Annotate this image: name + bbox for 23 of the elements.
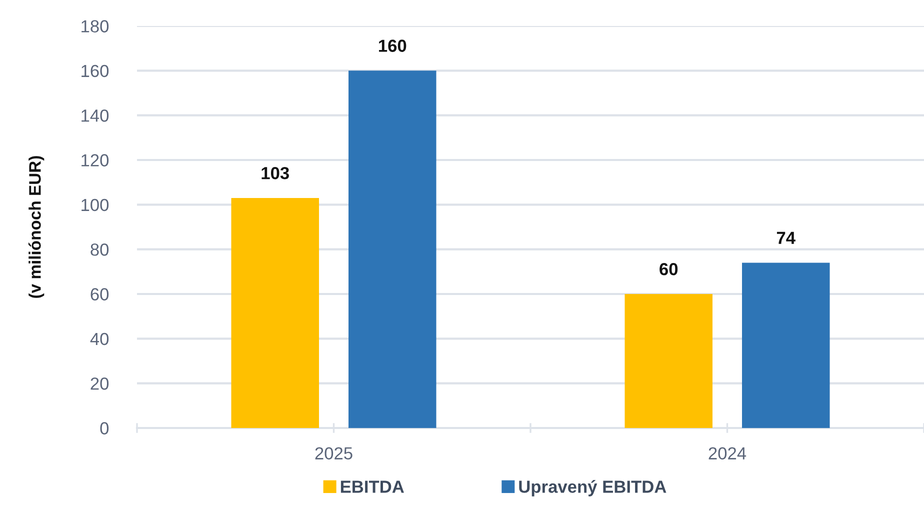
y-tick-label: 20 (90, 378, 109, 390)
bar (624, 294, 712, 428)
data-label: 103 (262, 166, 289, 180)
x-tick-label: 2024 (708, 447, 746, 460)
y-tick-label: 40 (90, 332, 109, 346)
data-label: 160 (378, 40, 406, 52)
y-tick-label: 180 (82, 20, 109, 32)
y-tick-label: 160 (82, 64, 109, 78)
y-tick-label: 60 (90, 288, 109, 300)
y-tick-label: 140 (82, 110, 109, 122)
y-tick-label: 100 (82, 198, 109, 212)
bar (742, 262, 830, 428)
bar (231, 198, 319, 428)
x-tick-label: 2025 (315, 447, 352, 460)
y-axis-title: (v miliónoch EUR) (28, 156, 44, 298)
data-label: 74 (776, 232, 796, 244)
legend-label: EBITDA (340, 480, 404, 493)
y-tick-label: 0 (100, 422, 109, 434)
legend-label: Upravený EBITDA (519, 480, 666, 496)
y-tick-label: 120 (82, 154, 109, 166)
bar (348, 70, 436, 428)
y-tick-label: 80 (90, 244, 109, 256)
data-label: 60 (660, 262, 678, 276)
